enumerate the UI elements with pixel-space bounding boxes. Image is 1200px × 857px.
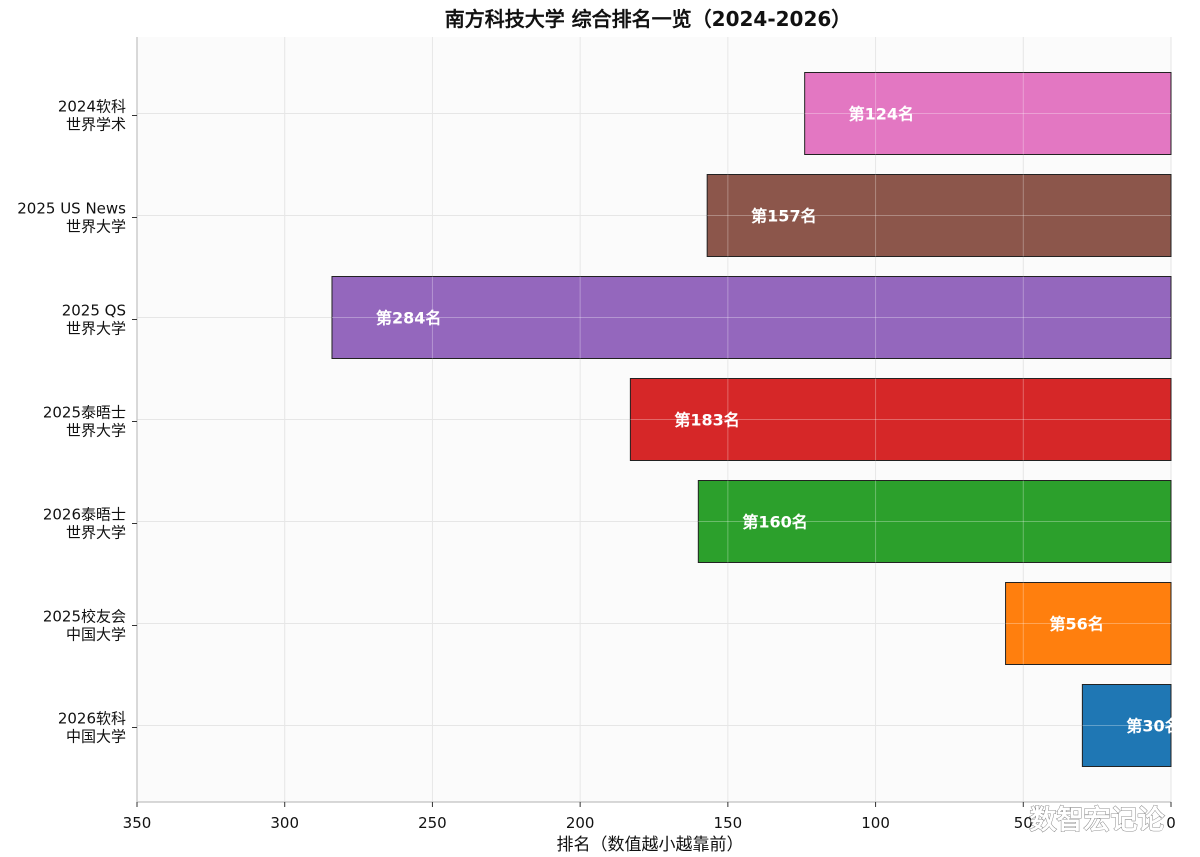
x-tick-label: 300 <box>270 814 299 832</box>
x-tick-label: 350 <box>123 814 152 832</box>
bar-data-label: 第30名 <box>1126 717 1180 736</box>
watermark: 数智宏记论 <box>1030 804 1166 836</box>
y-tick-label: 2025 QS <box>62 302 126 320</box>
bar <box>629 378 1172 461</box>
y-tick-label: 2025泰晤士 <box>43 404 126 422</box>
bar <box>1081 684 1172 767</box>
bar-data-label: 第284名 <box>376 309 441 328</box>
x-tick-label: 250 <box>418 814 447 832</box>
bar-data-label: 第160名 <box>742 513 807 532</box>
y-tick-label: 世界大学 <box>66 320 126 338</box>
x-tick-label: 100 <box>861 814 890 832</box>
y-tick-label: 2025校友会 <box>43 608 126 626</box>
y-tick-label: 2026软科 <box>58 710 126 728</box>
chart-title: 南方科技大学 综合排名一览（2024-2026） <box>445 7 852 31</box>
y-tick-label: 中国大学 <box>66 728 126 746</box>
y-tick-label: 2026泰晤士 <box>43 506 126 524</box>
y-tick-label: 世界大学 <box>66 218 126 236</box>
axes <box>136 37 1171 803</box>
y-tick-label: 2024软科 <box>58 98 126 116</box>
bar-data-label: 第157名 <box>751 207 816 226</box>
bar-data-label: 第124名 <box>849 105 914 124</box>
x-tick-label: 0 <box>1166 814 1176 832</box>
bar <box>804 72 1172 155</box>
x-tick-label: 50 <box>1014 814 1033 832</box>
y-tick-label: 世界大学 <box>66 524 126 542</box>
x-tick-label: 150 <box>714 814 743 832</box>
x-tick-label: 200 <box>566 814 595 832</box>
y-tick-label: 2025 US News <box>17 200 126 218</box>
x-axis-label: 排名（数值越小越靠前） <box>557 835 744 855</box>
y-tick-label: 世界大学 <box>66 422 126 440</box>
y-tick-label: 中国大学 <box>66 626 126 644</box>
bar <box>1005 582 1172 665</box>
x-axis-ticks: 350 300 250 200 150 100 50 0 <box>123 802 1176 832</box>
bar <box>331 276 1172 359</box>
bar-data-label: 第183名 <box>674 411 739 430</box>
y-tick-label: 世界学术 <box>66 116 126 134</box>
bar-data-label: 第56名 <box>1050 615 1104 634</box>
bar <box>706 174 1172 257</box>
bar <box>697 480 1172 563</box>
